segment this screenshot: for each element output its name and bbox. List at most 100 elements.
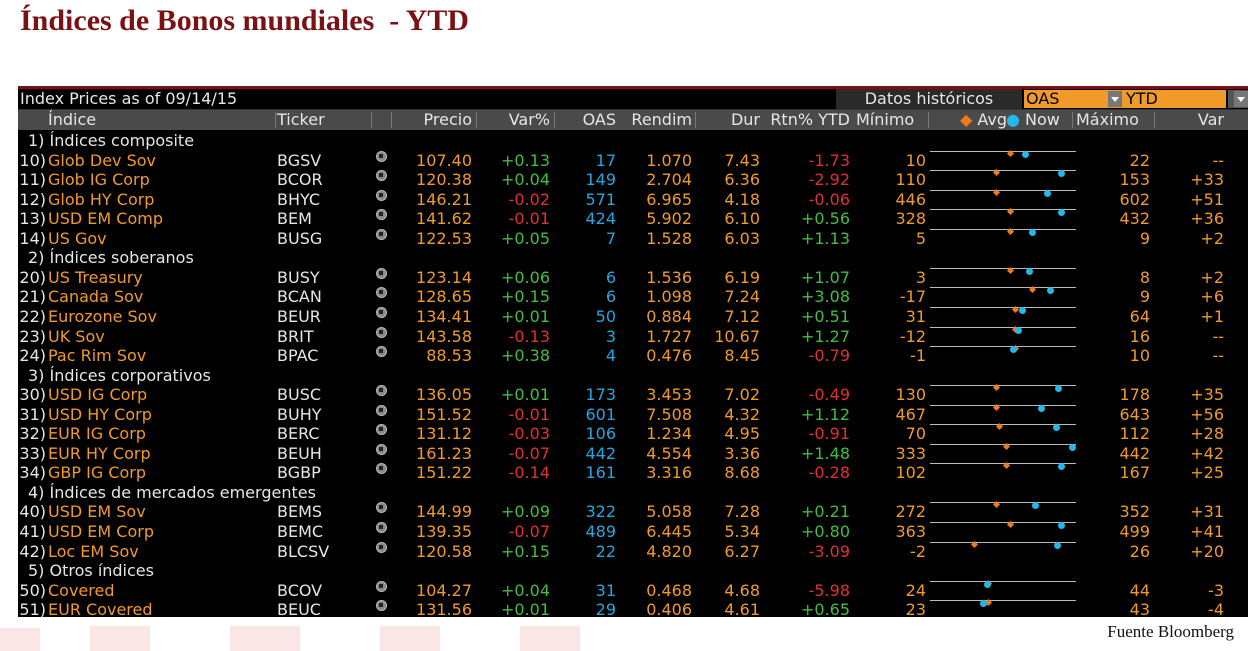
- var-pct: -0.13: [508, 326, 550, 346]
- avg-marker: [992, 501, 1000, 509]
- info-icon[interactable]: [376, 346, 387, 358]
- info-icon[interactable]: [376, 326, 387, 338]
- col-min[interactable]: Mínimo: [856, 110, 915, 129]
- return-ytd: +1.27: [800, 326, 850, 346]
- info-icon[interactable]: [376, 541, 387, 553]
- info-icon[interactable]: [376, 287, 387, 299]
- col-dur[interactable]: Dur: [730, 110, 760, 129]
- var-pct: +0.09: [500, 502, 550, 522]
- info-icon[interactable]: [376, 306, 387, 318]
- table-row[interactable]: 50) Covered BCOV 104.27 +0.04 31 0.468 4.68 -5.9…: [18, 579, 1248, 600]
- now-marker: [1058, 463, 1066, 471]
- range-line: [930, 404, 1076, 406]
- table-row[interactable]: 10) Glob Dev Sov BGSV 107.40 +0.13 17 1.070 7.4…: [18, 149, 1248, 170]
- table-row[interactable]: 22) Eurozone Sov BEUR 134.41 +0.01 50 0.884 7.1…: [18, 305, 1248, 326]
- return-ytd: +1.07: [800, 267, 850, 287]
- range-line: [930, 170, 1076, 172]
- col-oas[interactable]: OAS: [582, 110, 616, 129]
- return-ytd: -1.73: [808, 150, 850, 170]
- range-line: [930, 306, 1076, 308]
- col-ticker[interactable]: Ticker: [277, 110, 325, 129]
- info-icon[interactable]: [376, 385, 387, 397]
- min-value: 446: [895, 189, 926, 209]
- table-row[interactable]: 33) EUR HY Corp BEUH 161.23 -0.07 442 4.554 3.3…: [18, 442, 1248, 463]
- yield: 0.884: [646, 306, 692, 326]
- duration: 8.68: [724, 463, 760, 483]
- oas: 322: [585, 502, 616, 522]
- info-icon[interactable]: [376, 267, 387, 279]
- table-row[interactable]: 41) USD EM Corp BEMC 139.35 -0.07 489 6.445 5.3…: [18, 520, 1248, 541]
- price: 139.35: [416, 522, 472, 541]
- duration: 3.36: [724, 443, 760, 463]
- return-ytd: -0.28: [808, 463, 850, 483]
- var-pct: +0.13: [500, 150, 550, 170]
- yield: 7.508: [646, 404, 692, 424]
- table-row[interactable]: 40) USD EM Sov BEMS 144.99 +0.09 322 5.058 7.28…: [18, 501, 1248, 522]
- var-change: --: [1212, 150, 1224, 170]
- section-label: 2) Índices soberanos: [28, 248, 194, 268]
- table-row[interactable]: 13) USD EM Comp BEM 141.62 -0.01 424 5.902 6.10…: [18, 208, 1248, 228]
- period-select[interactable]: YTD: [1108, 90, 1226, 108]
- yield: 1.234: [646, 424, 692, 444]
- table-row[interactable]: 42) Loc EM Sov BLCSV 120.58 +0.15 22 4.820 6.27…: [18, 540, 1248, 561]
- oas: 161: [585, 463, 616, 483]
- max-value: 43: [1129, 600, 1150, 617]
- info-icon[interactable]: [376, 443, 387, 455]
- section-label: 4) Índices de mercados emergentes: [28, 482, 316, 502]
- table-row[interactable]: 21) Canada Sov BCAN 128.65 +0.15 6 1.098 7.24 +3…: [18, 286, 1248, 307]
- return-ytd: +1.12: [800, 404, 850, 424]
- return-ytd: +3.08: [800, 287, 850, 307]
- table-row[interactable]: 30) USD IG Corp BUSC 136.05 +0.01 173 3.453 7.0…: [18, 384, 1248, 404]
- ticker: BUSY: [277, 267, 320, 287]
- table-row[interactable]: 20) US Treasury BUSY 123.14 +0.06 6 1.536 6.19 +…: [18, 266, 1248, 287]
- table-row[interactable]: 11) Glob IG Corp BCOR 120.38 +0.04 149 2.704 6.…: [18, 169, 1248, 190]
- col-var[interactable]: Var: [1197, 110, 1224, 129]
- now-marker: [1026, 267, 1034, 275]
- table-row[interactable]: 31) USD HY Corp BUHY 151.52 -0.01 601 7.508 4.3…: [18, 403, 1248, 424]
- var-pct: +0.06: [500, 267, 550, 287]
- oas: 601: [585, 404, 616, 424]
- range-line: [930, 600, 1076, 602]
- now-marker: [1052, 424, 1060, 432]
- table-row[interactable]: 32) EUR IG Corp BERC 131.12 -0.03 106 1.234 4.9…: [18, 423, 1248, 444]
- ticker: BEMS: [277, 502, 323, 522]
- info-icon[interactable]: [376, 404, 387, 416]
- price: 120.38: [416, 170, 472, 190]
- info-icon[interactable]: [376, 502, 387, 514]
- now-marker: [1032, 502, 1040, 510]
- range-line: [930, 209, 1076, 211]
- return-ytd: -5.98: [808, 580, 850, 600]
- table-row[interactable]: 34) GBP IG Corp BGBP 151.22 -0.14 161 3.316 8.6…: [18, 462, 1248, 483]
- yield: 5.058: [646, 502, 692, 522]
- scroll-select[interactable]: [1228, 90, 1248, 108]
- info-icon[interactable]: [376, 170, 387, 182]
- col-price[interactable]: Precio: [423, 110, 472, 129]
- var-pct: +0.15: [500, 287, 550, 307]
- var-pct: -0.03: [508, 424, 550, 444]
- min-value: 31: [905, 306, 926, 326]
- col-yield[interactable]: Rendim: [631, 110, 692, 129]
- info-icon[interactable]: [376, 424, 387, 436]
- row-number: 51): [19, 600, 46, 617]
- info-icon[interactable]: [376, 209, 387, 221]
- max-value: 602: [1119, 189, 1150, 209]
- table-row[interactable]: 23) UK Sov BRIT 143.58 -0.13 3 1.727 10.67 +1.27…: [18, 325, 1248, 346]
- table-row[interactable]: 24) Pac Rim Sov BPAC 88.53 +0.38 4 0.476 8.45 -0…: [18, 345, 1248, 365]
- col-rtn-ytd[interactable]: Rtn% YTD: [770, 110, 850, 129]
- info-icon[interactable]: [376, 580, 387, 592]
- info-icon[interactable]: [376, 600, 387, 612]
- col-index[interactable]: Índice: [48, 110, 97, 129]
- info-icon[interactable]: [376, 189, 387, 201]
- info-icon[interactable]: [376, 150, 387, 162]
- col-max[interactable]: Máximo: [1076, 110, 1139, 129]
- table-row[interactable]: 14) US Gov BUSG 122.53 +0.05 7 1.528 6.03 +1.13 5…: [18, 227, 1248, 248]
- price: 161.23: [416, 443, 472, 463]
- info-icon[interactable]: [376, 228, 387, 240]
- table-row[interactable]: 51) EUR Covered BEUC 131.56 +0.01 29 0.406 4.61…: [18, 599, 1248, 617]
- info-icon[interactable]: [376, 463, 387, 475]
- now-marker: [1054, 541, 1062, 549]
- col-var-pct[interactable]: Var%: [508, 110, 550, 129]
- oas: 149: [585, 170, 616, 190]
- table-row[interactable]: 12) Glob HY Corp BHYC 146.21 -0.02 571 6.965 4.…: [18, 188, 1248, 209]
- info-icon[interactable]: [376, 522, 387, 533]
